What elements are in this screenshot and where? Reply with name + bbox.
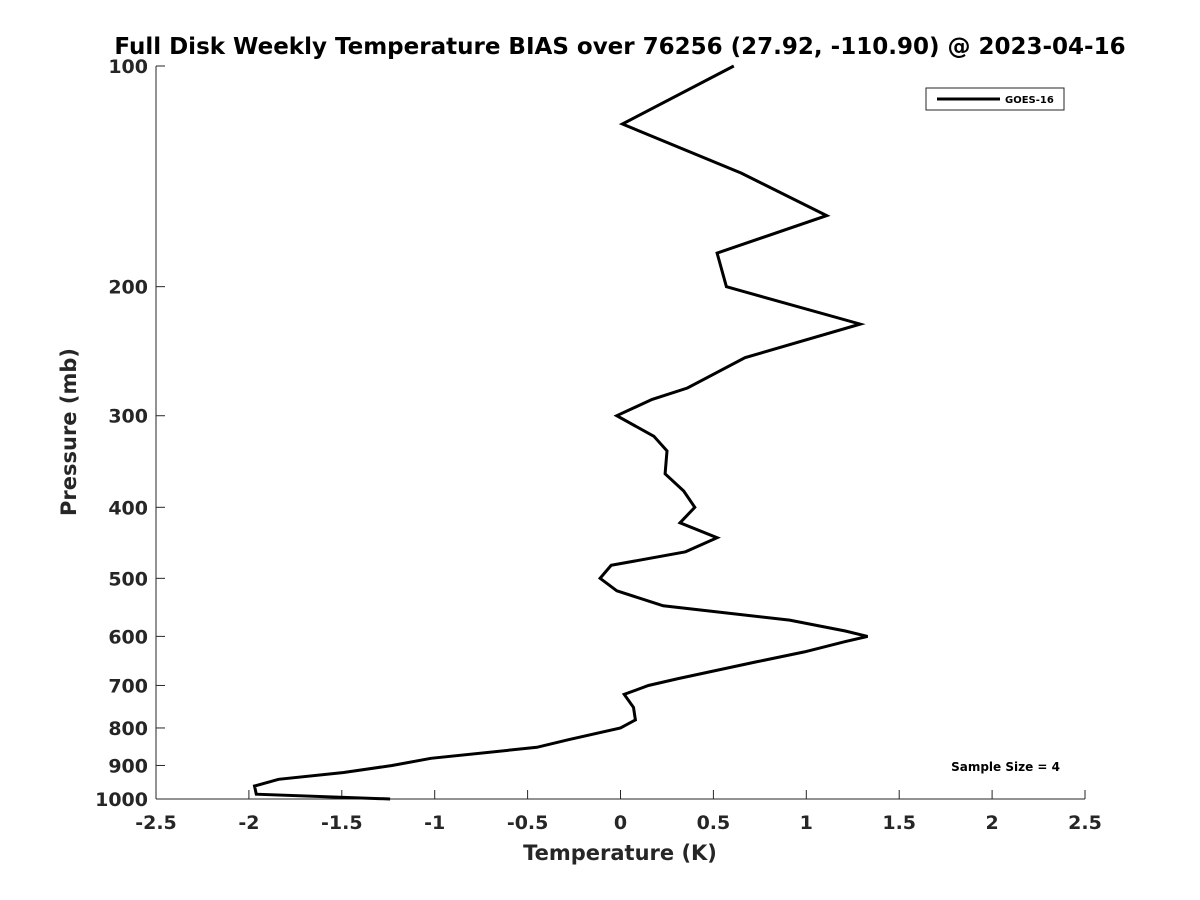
y-tick-label: 300 [108,406,148,428]
x-axis-label: Temperature (K) [523,841,717,865]
y-tick-label: 1000 [95,789,148,811]
y-tick-label: 500 [108,568,148,590]
x-tick-label: -0.5 [507,812,549,834]
y-tick-label: 100 [108,56,148,78]
x-tick-label: -2.5 [135,812,177,834]
x-tick-label: 2.5 [1068,812,1102,834]
x-tick-label: -1.5 [321,812,363,834]
x-tick-label: -1 [424,812,445,834]
legend: GOES-16 [925,87,1065,111]
y-tick-label: 900 [108,755,148,777]
y-tick-label: 700 [108,675,148,697]
x-tick-label: -2 [238,812,259,834]
y-axis-label: Pressure (mb) [57,348,81,516]
series-line-goes-16 [252,64,868,801]
y-tick-label: 800 [108,718,148,740]
chart-title: Full Disk Weekly Temperature BIAS over 7… [114,34,1125,60]
y-tick-label: 200 [108,277,148,299]
legend-label-goes-16: GOES-16 [1005,95,1054,106]
x-tick-label: 0 [614,812,627,834]
x-tick-label: 1 [800,812,813,834]
y-axis-ticks: 100 200 300 400 500 600 700 800 900 1000 [95,56,165,811]
sample-size-annotation: Sample Size = 4 [951,760,1060,774]
axes-frame [155,66,1085,800]
x-axis-ticks: -2.5 -2 -1.5 -1 -0.5 0 0.5 1 1.5 2 2.5 [135,790,1102,834]
x-tick-label: 0.5 [697,812,731,834]
y-tick-label: 600 [108,626,148,648]
x-tick-label: 1.5 [882,812,916,834]
y-tick-label: 400 [108,497,148,519]
x-tick-label: 2 [985,812,998,834]
series-layer [252,64,868,801]
